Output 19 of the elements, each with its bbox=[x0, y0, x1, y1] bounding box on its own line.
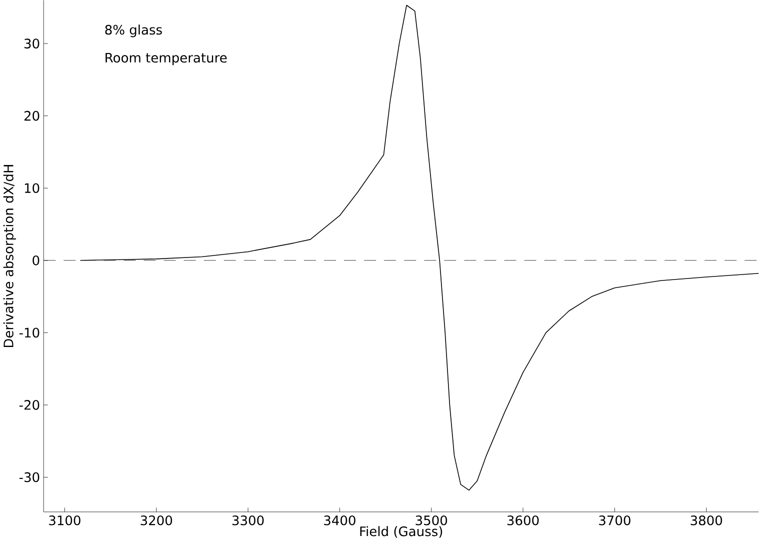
y-tick-label: 0 bbox=[32, 255, 40, 266]
y-axis-title: Derivative absorption dX/dH bbox=[3, 164, 16, 348]
x-tick-label: 3700 bbox=[599, 515, 630, 526]
x-tick-label: 3800 bbox=[690, 515, 722, 526]
y-tick-label: 10 bbox=[24, 183, 40, 193]
x-tick-label: 3300 bbox=[232, 515, 264, 526]
x-tick-label: 3400 bbox=[324, 515, 356, 526]
x-tick-label: 3500 bbox=[416, 515, 448, 526]
annotation: Room temperature bbox=[106, 52, 227, 66]
x-axis-title: Field (Gauss) bbox=[360, 526, 442, 538]
x-tick-label: 3600 bbox=[507, 515, 539, 526]
annotation: 8% glass bbox=[105, 24, 162, 38]
y-tick-label: 20 bbox=[24, 110, 40, 121]
y-tick-label: -10 bbox=[19, 328, 40, 338]
x-tick-label: 3200 bbox=[140, 515, 172, 526]
y-tick-label: -30 bbox=[19, 472, 40, 482]
y-tick-label: 30 bbox=[24, 38, 40, 48]
x-tick-label: 3100 bbox=[49, 515, 80, 526]
y-tick-label: -20 bbox=[19, 400, 40, 410]
